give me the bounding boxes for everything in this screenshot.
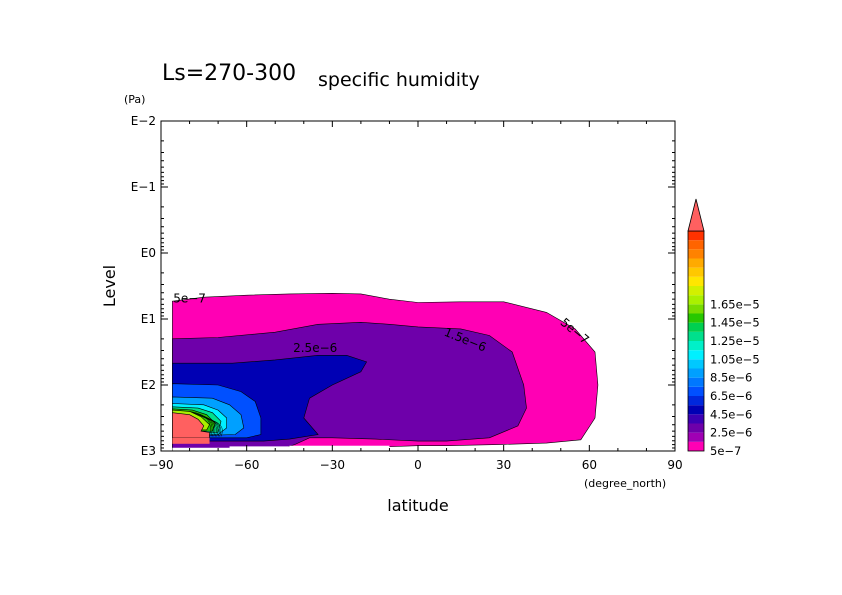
colorbar-extend-arrow	[687, 198, 705, 232]
x-axis-ticks: −90 −60 −30 0 30 60 90	[148, 121, 683, 472]
x-tick-label: −30	[320, 458, 345, 472]
x-tick-label: 0	[414, 458, 422, 472]
dense-contour-line	[207, 419, 223, 437]
x-tick-label: −60	[234, 458, 259, 472]
plot-extras-layer	[172, 411, 461, 451]
contour-label: 2.5e−6	[293, 341, 337, 355]
colorbar-band	[688, 423, 704, 433]
colorbar-band	[688, 350, 704, 360]
colorbar-band	[688, 396, 704, 406]
dense-contour-line	[189, 411, 211, 437]
y-tick-label: E3	[141, 444, 156, 458]
chart-title: Ls=270-300	[162, 61, 296, 86]
colorbar-band	[688, 313, 704, 323]
y-tick-label: E2	[141, 378, 156, 392]
region-max-strip	[172, 437, 210, 444]
colorbar-label: 2.5e−6	[710, 426, 752, 440]
contour-label: 5e−7	[173, 292, 206, 306]
colorbar-band	[688, 304, 704, 314]
colorbar-band	[688, 368, 704, 378]
y-tick-label: E0	[141, 246, 156, 260]
dense-contour-line	[200, 416, 219, 437]
colorbar: 5e−7 2.5e−6 4.5e−6 6.5e−6 8.5e−6 1.05e−5 1.25e…	[687, 198, 760, 458]
colorbar-band	[688, 267, 704, 277]
missing-data-patch	[229, 446, 290, 451]
colorbar-label: 1.25e−5	[710, 334, 760, 348]
colorbar-band	[688, 258, 704, 268]
y-tick-label: E−1	[131, 180, 156, 194]
dense-contour-line	[196, 414, 216, 437]
colorbar-band	[688, 341, 704, 351]
chart-subtitle: specific humidity	[318, 69, 480, 91]
dense-contour-line	[203, 417, 220, 437]
colorbar-band	[688, 359, 704, 369]
x-axis-label: latitude	[387, 496, 448, 515]
dense-contour-line	[205, 418, 222, 437]
dense-contour-line	[198, 415, 217, 437]
colorbar-label: 8.5e−6	[710, 371, 752, 385]
colorbar-label: 1.05e−5	[710, 352, 760, 366]
x-tick-label: 30	[496, 458, 511, 472]
y-axis-label: Level	[100, 265, 119, 307]
colorbar-band	[688, 231, 704, 241]
missing-data-patch	[389, 447, 461, 451]
contour-fill-layer	[172, 292, 599, 452]
x-tick-label: 60	[582, 458, 597, 472]
colorbar-band	[688, 414, 704, 424]
colorbar-band	[688, 249, 704, 259]
y-unit-label: (Pa)	[124, 93, 145, 106]
colorbar-label: 1.65e−5	[710, 297, 760, 311]
colorbar-label: 4.5e−6	[710, 407, 752, 421]
dense-contour-line	[194, 413, 214, 437]
colorbar-band	[688, 322, 704, 332]
colorbar-label: 1.45e−5	[710, 316, 760, 330]
colorbar-band	[688, 377, 704, 387]
missing-data-patch	[289, 445, 390, 451]
colorbar-band	[688, 240, 704, 250]
colorbar-band	[688, 286, 704, 296]
colorbar-label: 5e−7	[710, 444, 741, 458]
y-tick-label: E−2	[131, 114, 156, 128]
y-tick-label: E1	[141, 312, 156, 326]
missing-data-patch	[172, 447, 230, 451]
colorbar-band	[688, 432, 704, 442]
colorbar-band	[688, 331, 704, 341]
colorbar-band	[688, 441, 704, 451]
y-axis-ticks: E−2 E−1 E0 E1 E2 E3	[131, 114, 675, 458]
dense-contour-line	[191, 412, 213, 437]
x-unit-label: (degree_north)	[584, 477, 666, 490]
colorbar-band	[688, 295, 704, 305]
x-tick-label: 90	[667, 458, 682, 472]
colorbar-label: 6.5e−6	[710, 389, 752, 403]
x-tick-label: −90	[148, 458, 173, 472]
colorbar-band	[688, 276, 704, 286]
colorbar-band	[688, 386, 704, 396]
colorbar-band	[688, 405, 704, 415]
